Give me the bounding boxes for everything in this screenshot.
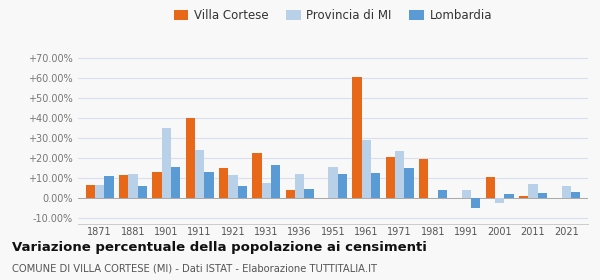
- Bar: [128, 174, 137, 198]
- Bar: [271, 165, 280, 198]
- Bar: [395, 151, 404, 198]
- Legend: Villa Cortese, Provincia di MI, Lombardia: Villa Cortese, Provincia di MI, Lombardi…: [169, 4, 497, 27]
- Bar: [404, 168, 413, 198]
- Bar: [195, 150, 205, 198]
- Bar: [262, 183, 271, 198]
- Bar: [419, 159, 428, 198]
- Text: COMUNE DI VILLA CORTESE (MI) - Dati ISTAT - Elaborazione TUTTITALIA.IT: COMUNE DI VILLA CORTESE (MI) - Dati ISTA…: [12, 263, 377, 273]
- Bar: [562, 186, 571, 198]
- Bar: [119, 175, 128, 198]
- Bar: [471, 198, 481, 208]
- Bar: [461, 190, 471, 198]
- Bar: [371, 173, 380, 198]
- Bar: [362, 140, 371, 198]
- Bar: [495, 198, 505, 203]
- Bar: [137, 186, 147, 198]
- Text: Variazione percentuale della popolazione ai censimenti: Variazione percentuale della popolazione…: [12, 241, 427, 254]
- Bar: [352, 77, 362, 198]
- Bar: [161, 128, 171, 198]
- Bar: [505, 194, 514, 198]
- Bar: [519, 196, 529, 198]
- Bar: [538, 193, 547, 198]
- Bar: [571, 192, 580, 198]
- Bar: [185, 118, 195, 198]
- Bar: [205, 172, 214, 198]
- Bar: [104, 176, 113, 198]
- Bar: [238, 186, 247, 198]
- Bar: [253, 153, 262, 198]
- Bar: [485, 177, 495, 198]
- Bar: [328, 167, 338, 198]
- Bar: [219, 168, 229, 198]
- Bar: [229, 175, 238, 198]
- Bar: [286, 190, 295, 198]
- Bar: [95, 185, 104, 198]
- Bar: [386, 157, 395, 198]
- Bar: [529, 184, 538, 198]
- Bar: [304, 189, 314, 198]
- Bar: [437, 190, 447, 198]
- Bar: [171, 167, 181, 198]
- Bar: [338, 174, 347, 198]
- Bar: [295, 174, 304, 198]
- Bar: [152, 172, 161, 198]
- Bar: [86, 185, 95, 198]
